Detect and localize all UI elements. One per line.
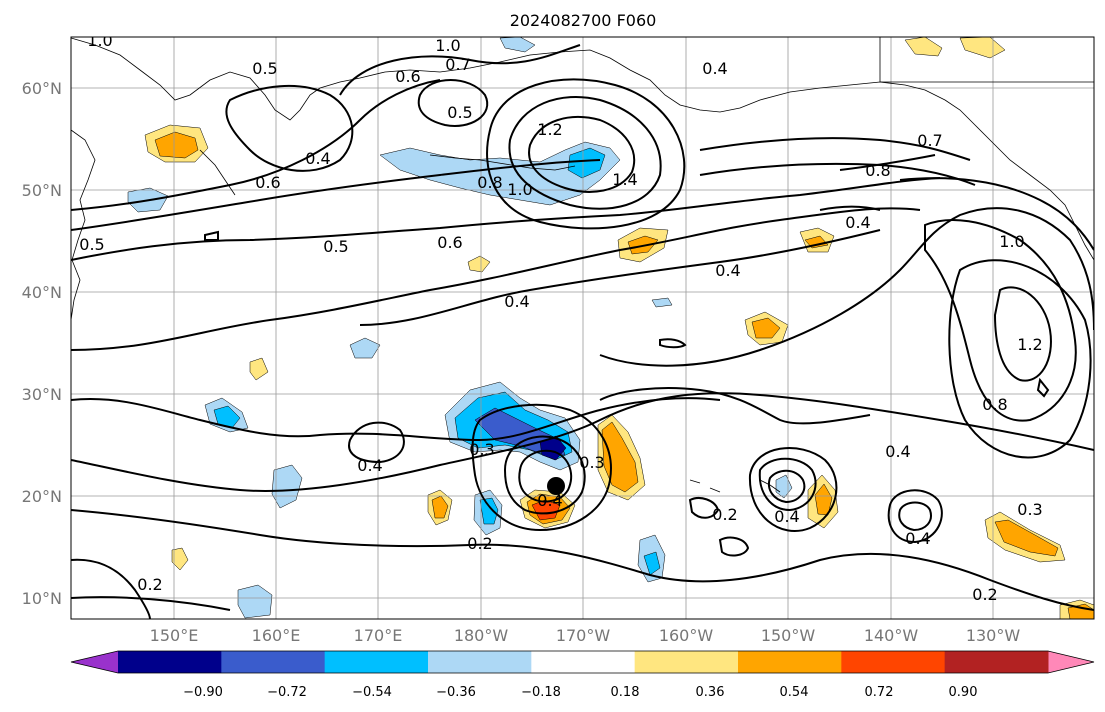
contour-label: 0.2 — [712, 505, 737, 524]
contour-label: 0.2 — [137, 575, 162, 594]
contour-label: 0.4 — [702, 59, 727, 78]
lon-tick-label: 140°W — [864, 626, 919, 645]
lat-tick-labels: 60°N 50°N 40°N 30°N 20°N 10°N — [22, 79, 62, 608]
colorbar-outline — [70, 650, 1095, 674]
contour-label: 0.8 — [982, 395, 1007, 414]
contour-label: 0.3 — [579, 453, 604, 472]
contour-label: 0.3 — [469, 440, 494, 459]
lon-tick-label: 170°W — [556, 626, 611, 645]
contour-label: 0.4 — [885, 442, 910, 461]
lon-tick-label: 160°W — [659, 626, 714, 645]
lat-tick-label: 40°N — [22, 283, 62, 302]
colorbar-segment — [531, 651, 636, 673]
lat-tick-label: 50°N — [22, 181, 62, 200]
contour-label: 1.4 — [612, 170, 637, 189]
map-frame — [70, 36, 1095, 620]
map-title: 2024082700 F060 — [510, 11, 657, 30]
contour-label: 0.4 — [357, 456, 382, 475]
colorbar-segment — [324, 651, 429, 673]
contour-label: 0.8 — [865, 161, 890, 180]
colorbar-tick-label: −0.90 — [183, 685, 223, 700]
contour-label: 0.5 — [79, 235, 104, 254]
contour-label: 0.5 — [447, 103, 472, 122]
colorbar-tick-label: 0.72 — [865, 685, 894, 700]
contour-label: 1.0 — [87, 31, 112, 50]
colorbar-tick-label: 0.36 — [696, 685, 725, 700]
map-panel: 1.0 0.5 1.0 0.7 0.6 0.5 0.4 0.6 0.8 1.2 … — [71, 31, 1094, 619]
colorbar-tick-label: −0.72 — [267, 685, 307, 700]
colorbar-tick-label: 0.90 — [949, 685, 978, 700]
contour-label: 0.5 — [252, 59, 277, 78]
colorbar-extend-low — [71, 651, 118, 673]
contour-label: 1.2 — [1017, 335, 1042, 354]
lon-tick-label: 160°E — [252, 626, 301, 645]
colorbar-segment — [118, 651, 222, 673]
contour-label: 0.4 — [305, 149, 330, 168]
contour-lines — [71, 44, 1094, 619]
contour-label: 1.0 — [999, 232, 1024, 251]
contour-label: 1.0 — [435, 36, 460, 55]
contour-label: 0.5 — [323, 237, 348, 256]
colorbar-segment — [634, 651, 739, 673]
contour-label: 0.3 — [1017, 500, 1042, 519]
colorbar-extend-high — [1048, 651, 1094, 673]
colorbar-tick-label: −0.18 — [521, 685, 561, 700]
contour-label: 0.2 — [972, 585, 997, 604]
colorbar-segments — [118, 651, 1049, 673]
graticule — [71, 37, 1094, 619]
colorbar-segment — [428, 651, 532, 673]
lon-tick-labels: 150°E 160°E 170°E 180°W 170°W 160°W 150°… — [150, 626, 1021, 645]
colorbar-tick-label: −0.36 — [436, 685, 476, 700]
colorbar-tick-label: −0.54 — [352, 685, 392, 700]
contour-label: 0.4 — [845, 213, 870, 232]
colorbar-tick-label: 0.18 — [611, 685, 640, 700]
contour-label: 0.4 — [905, 529, 930, 548]
lon-tick-label: 150°W — [761, 626, 816, 645]
contour-label: 0.7 — [917, 131, 942, 150]
lon-tick-label: 150°E — [150, 626, 199, 645]
contour-label: 0.8 — [477, 173, 502, 192]
lat-tick-label: 30°N — [22, 385, 62, 404]
contour-label: 0.4 — [504, 292, 529, 311]
colorbar: −0.90 −0.72 −0.54 −0.36 −0.18 0.18 0.36 … — [70, 650, 1095, 700]
lat-tick-label: 20°N — [22, 487, 62, 506]
contour-label: 0.4 — [774, 507, 799, 526]
contour-label: 0.4 — [715, 261, 740, 280]
colorbar-segment — [221, 651, 326, 673]
colorbar-tick-labels: −0.90 −0.72 −0.54 −0.36 −0.18 0.18 0.36 … — [183, 685, 977, 700]
lon-tick-label: 170°E — [354, 626, 403, 645]
contour-label: 1.0 — [507, 180, 532, 199]
contour-label: 0.2 — [467, 534, 492, 553]
storm-center-marker — [547, 477, 565, 495]
contour-label: 0.4 — [537, 491, 562, 510]
contour-label: 0.7 — [445, 55, 470, 74]
contour-label: 0.6 — [395, 67, 420, 86]
colorbar-tick-label: 0.54 — [780, 685, 809, 700]
contour-label: 0.6 — [437, 233, 462, 252]
contour-label: 1.2 — [537, 120, 562, 139]
lon-tick-label: 130°W — [966, 626, 1021, 645]
colorbar-segment — [944, 651, 1049, 673]
lon-tick-label: 180°W — [454, 626, 509, 645]
contour-label: 0.6 — [255, 173, 280, 192]
lat-tick-label: 60°N — [22, 79, 62, 98]
lat-tick-label: 10°N — [22, 589, 62, 608]
coastlines — [71, 37, 1094, 493]
shaded-anomalies — [127, 37, 1094, 619]
colorbar-segment — [841, 651, 946, 673]
contour-label-group: 1.0 0.5 1.0 0.7 0.6 0.5 0.4 0.6 0.8 1.2 … — [79, 31, 1042, 604]
colorbar-segment — [738, 651, 842, 673]
